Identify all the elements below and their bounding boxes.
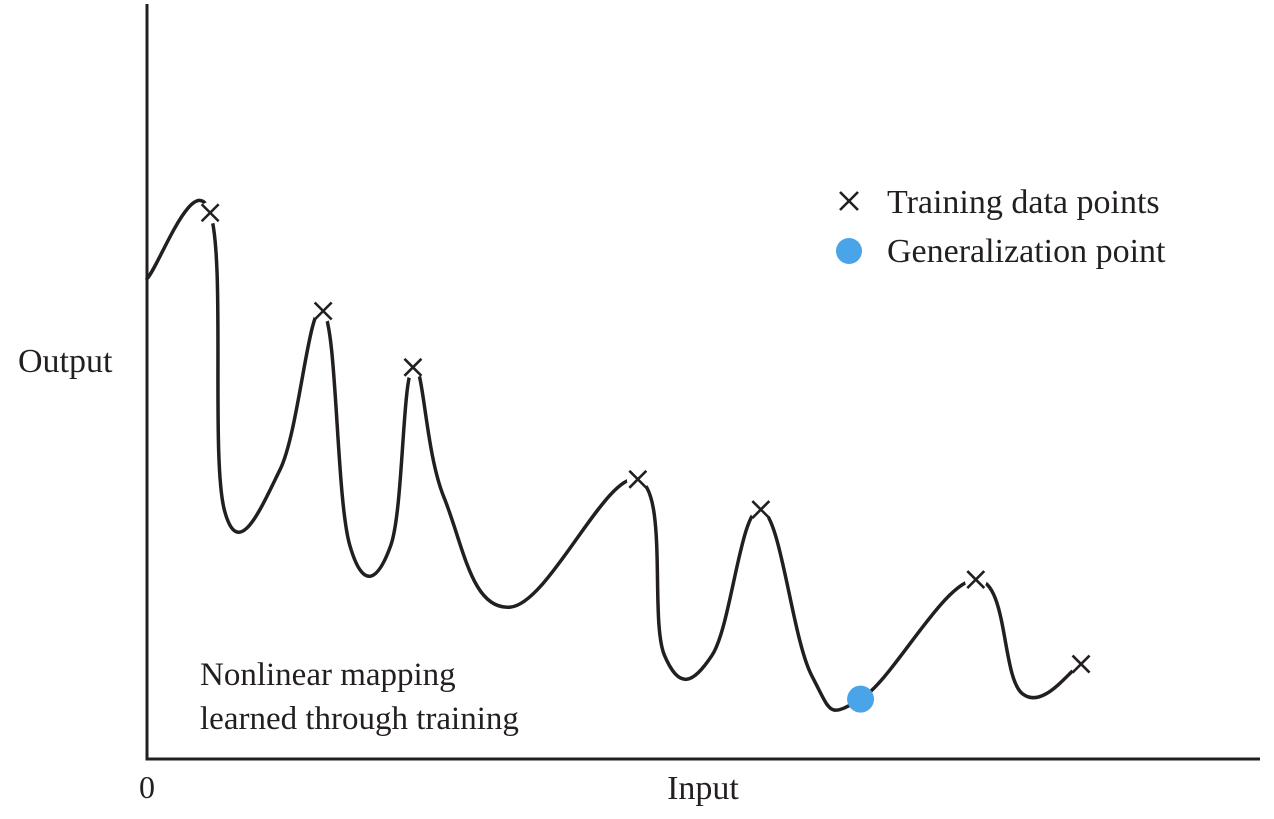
axes	[145, 4, 1260, 761]
x-axis-title: Input	[667, 770, 739, 807]
training-point-1	[199, 201, 222, 224]
training-point-2	[312, 299, 335, 322]
legend: Training data points Generalization poin…	[836, 184, 1166, 270]
x-tick-label-0: 0	[139, 769, 155, 805]
training-point-4	[626, 468, 649, 491]
legend-dot-marker-icon	[836, 238, 862, 264]
legend-x-marker-icon	[839, 191, 859, 211]
annotation-line-2: learned through training	[200, 701, 519, 737]
y-axis-title: Output	[18, 343, 113, 380]
training-point-5	[749, 498, 772, 521]
annotation-line-1: Nonlinear mapping	[200, 657, 456, 693]
training-point-3	[401, 356, 424, 379]
markers-layer	[199, 201, 1093, 713]
annotation: Nonlinear mapping learned through traini…	[200, 657, 519, 737]
legend-label-training: Training data points	[887, 184, 1160, 221]
generalization-point	[847, 685, 875, 713]
training-point-6	[964, 568, 987, 591]
training-point-7	[1070, 653, 1093, 676]
mapping-curve	[145, 198, 1083, 712]
legend-label-generalization: Generalization point	[887, 233, 1166, 270]
